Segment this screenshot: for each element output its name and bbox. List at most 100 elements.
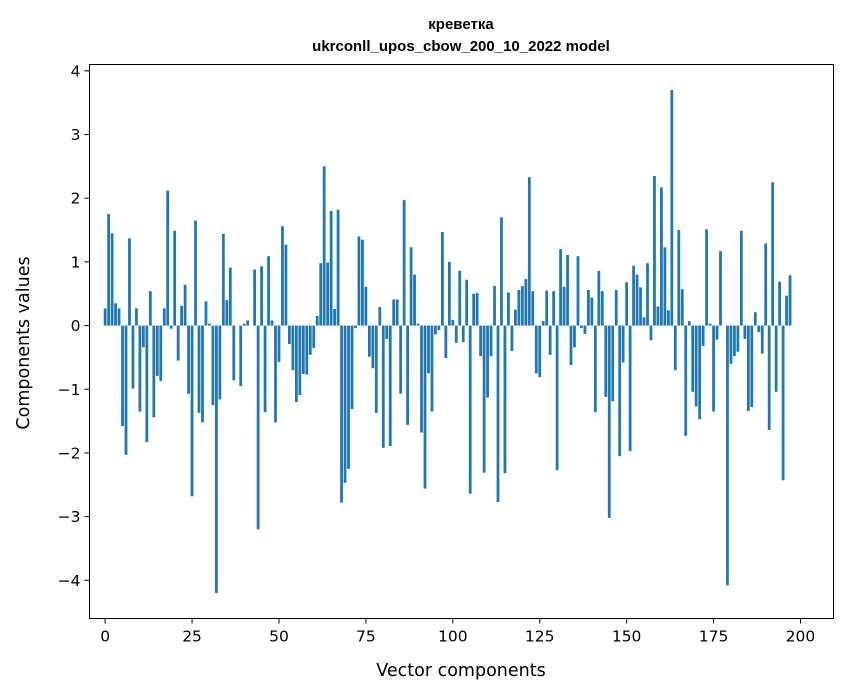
bar-107 xyxy=(475,293,479,326)
bar-67 xyxy=(336,209,340,326)
bar-82 xyxy=(388,325,392,446)
bar-129 xyxy=(552,291,556,326)
bar-108 xyxy=(479,325,483,357)
bar-5 xyxy=(121,325,124,427)
bar-130 xyxy=(555,325,559,471)
bar-25 xyxy=(190,325,194,497)
bar-37 xyxy=(232,325,236,381)
bar-63 xyxy=(322,166,326,326)
bar-123 xyxy=(531,291,535,326)
bar-102 xyxy=(458,270,462,326)
y-tick-label-2: 2 xyxy=(71,190,81,208)
x-tick-label-50: 50 xyxy=(269,628,289,646)
bar-12 xyxy=(145,325,149,443)
bar-60 xyxy=(312,325,316,348)
bar-101 xyxy=(454,325,458,343)
bar-54 xyxy=(291,325,295,371)
bar-48 xyxy=(270,320,274,326)
bar-19 xyxy=(169,325,173,329)
bar-119 xyxy=(517,289,521,326)
bar-169 xyxy=(691,325,695,392)
bar-149 xyxy=(621,325,625,363)
bar-133 xyxy=(566,254,569,326)
bar-190 xyxy=(764,243,768,326)
x-tick-label-200: 200 xyxy=(786,628,816,646)
bar-94 xyxy=(430,325,434,412)
bar-34 xyxy=(221,233,225,326)
bar-196 xyxy=(785,295,788,326)
bar-136 xyxy=(576,256,580,326)
bar-144 xyxy=(604,325,608,397)
bar-90 xyxy=(416,323,420,326)
bar-106 xyxy=(472,293,476,326)
bar-158 xyxy=(653,175,656,326)
bar-146 xyxy=(611,325,615,402)
bar-84 xyxy=(395,299,399,326)
bar-111 xyxy=(489,325,493,357)
bar-195 xyxy=(781,325,785,481)
bar-115 xyxy=(503,325,507,474)
bar-53 xyxy=(288,325,291,345)
bar-121 xyxy=(524,279,528,326)
x-axis-label: Vector components xyxy=(376,661,545,681)
bar-116 xyxy=(507,292,510,326)
bar-64 xyxy=(326,262,330,326)
bar-139 xyxy=(587,289,590,326)
bar-113 xyxy=(496,325,500,502)
bar-23 xyxy=(183,284,187,326)
bar-96 xyxy=(437,325,441,331)
bar-66 xyxy=(333,309,336,326)
bar-83 xyxy=(392,299,396,326)
axes-group: 0 25 50 75 100 125 150 175 200 −4 −3 −2 −1 0 1 2 3 4 xyxy=(58,62,816,645)
bar-27 xyxy=(197,325,201,413)
bar-21 xyxy=(176,325,180,361)
bar-189 xyxy=(760,325,764,354)
bar-131 xyxy=(559,249,562,326)
bar-7 xyxy=(128,238,131,326)
bar-29 xyxy=(204,301,208,326)
bar-36 xyxy=(228,267,232,326)
bar-126 xyxy=(541,321,545,326)
bar-73 xyxy=(357,236,361,326)
bar-157 xyxy=(649,325,653,341)
x-tick-label-125: 125 xyxy=(525,628,555,646)
bar-97 xyxy=(440,231,444,326)
bar-17 xyxy=(162,308,166,326)
bar-168 xyxy=(687,321,691,326)
bar-58 xyxy=(305,325,309,375)
bar-68 xyxy=(340,325,343,503)
y-tick-label--1: −1 xyxy=(58,381,81,399)
bar-160 xyxy=(660,187,663,326)
bar-110 xyxy=(486,325,489,398)
bar-2 xyxy=(110,233,114,326)
bar-16 xyxy=(159,325,163,381)
bar-46 xyxy=(263,325,267,413)
bar-70 xyxy=(347,325,350,469)
bar-143 xyxy=(600,291,604,326)
bar-148 xyxy=(618,325,622,457)
bar-93 xyxy=(427,325,430,374)
x-tick-label-75: 75 xyxy=(356,628,376,646)
bar-145 xyxy=(607,325,611,518)
y-tick-label-3: 3 xyxy=(71,126,81,144)
bar-78 xyxy=(374,325,378,413)
bar-114 xyxy=(500,217,503,326)
chart-title: креветка xyxy=(428,16,494,33)
bar-167 xyxy=(684,325,688,436)
bar-11 xyxy=(142,325,145,348)
y-axis-label: Components values xyxy=(14,256,34,429)
bar-80 xyxy=(381,325,385,448)
bar-103 xyxy=(461,325,465,343)
bar-55 xyxy=(294,325,298,402)
bar-69 xyxy=(343,325,347,483)
bar-49 xyxy=(274,325,277,423)
bar-89 xyxy=(413,274,416,326)
bar-163 xyxy=(670,89,674,326)
bar-92 xyxy=(423,325,427,489)
bar-175 xyxy=(712,325,715,412)
bar-171 xyxy=(698,325,702,420)
bar-62 xyxy=(319,263,323,326)
bar-124 xyxy=(534,325,538,374)
bar-35 xyxy=(225,300,229,326)
